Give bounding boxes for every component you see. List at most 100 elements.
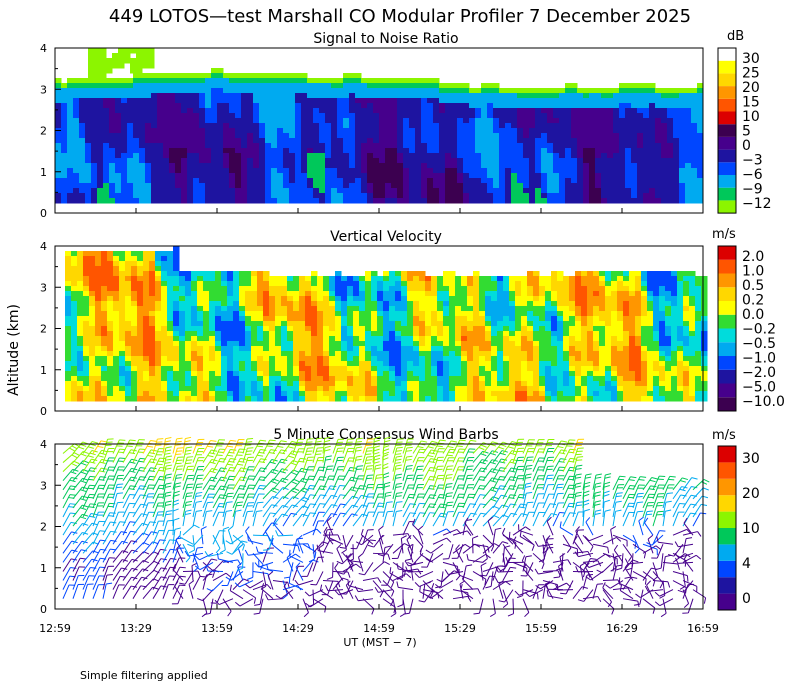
vv-cell: [527, 366, 534, 372]
snr-cell: [511, 103, 518, 109]
snr-cell: [589, 193, 596, 199]
vv-cell: [167, 376, 174, 382]
snr-cell: [241, 173, 248, 179]
snr-cell: [103, 93, 110, 99]
vv-cell: [377, 296, 384, 302]
snr-cell: [661, 178, 668, 184]
vv-cell: [317, 286, 324, 292]
snr-cell: [643, 113, 650, 119]
snr-cell: [481, 178, 488, 184]
snr-cell: [685, 98, 692, 104]
snr-cell: [181, 113, 188, 119]
vv-cell: [245, 316, 252, 322]
snr-cell: [157, 188, 164, 194]
vv-cell: [137, 261, 144, 267]
snr-cell: [679, 103, 686, 109]
snr-cell: [151, 183, 158, 189]
vv-cell: [179, 306, 186, 312]
snr-cell: [379, 153, 386, 159]
vv-cell: [317, 306, 324, 312]
snr-cell: [211, 133, 218, 139]
snr-cell: [415, 193, 422, 199]
snr-cell: [481, 108, 488, 114]
vv-cell: [317, 381, 324, 387]
snr-cell: [91, 103, 98, 109]
vv-cell: [461, 301, 468, 307]
vv-cell: [335, 341, 342, 347]
snr-cell: [133, 123, 140, 129]
snr-cell: [571, 88, 578, 94]
snr-cell: [67, 168, 74, 174]
snr-cell: [445, 93, 452, 99]
vv-cell: [113, 336, 120, 342]
snr-cell: [373, 78, 380, 84]
vv-cell: [455, 341, 462, 347]
vv-cell: [329, 306, 336, 312]
snr-cell: [307, 163, 314, 169]
snr-cell: [67, 148, 74, 154]
vv-cell: [335, 396, 342, 402]
snr-cell: [247, 73, 254, 79]
snr-cell: [505, 193, 512, 199]
snr-cell: [289, 168, 296, 174]
snr-cell: [127, 78, 134, 84]
vv-cell: [443, 331, 450, 337]
vv-cell: [311, 296, 318, 302]
snr-cell: [403, 138, 410, 144]
snr-cell: [331, 123, 338, 129]
snr-cell: [493, 163, 500, 169]
vv-cell: [245, 271, 252, 277]
vv-cell: [335, 316, 342, 322]
snr-cell: [379, 128, 386, 134]
snr-cell: [607, 93, 614, 99]
snr-cell: [313, 108, 320, 114]
snr-cell: [79, 143, 86, 149]
snr-cell: [169, 113, 176, 119]
snr-cell: [523, 118, 530, 124]
vv-cell: [341, 341, 348, 347]
snr-cell: [373, 93, 380, 99]
snr-cell: [415, 78, 422, 84]
vv-cell: [287, 291, 294, 297]
snr-cell: [469, 93, 476, 99]
vv-cell: [335, 346, 342, 352]
snr-cell: [265, 183, 272, 189]
vv-cell: [413, 306, 420, 312]
snr-cell: [79, 118, 86, 124]
vv-cell: [347, 301, 354, 307]
snr-cell: [493, 158, 500, 164]
snr-cell: [163, 143, 170, 149]
snr-cell: [547, 113, 554, 119]
snr-cell: [103, 113, 110, 119]
snr-cell: [241, 98, 248, 104]
vv-cell: [275, 361, 282, 367]
snr-cell: [205, 148, 212, 154]
vv-cell: [83, 351, 90, 357]
vv-cell: [431, 281, 438, 287]
snr-cell: [79, 78, 86, 84]
snr-cell: [229, 128, 236, 134]
snr-cell: [673, 108, 680, 114]
snr-cell: [451, 143, 458, 149]
vv-cell: [491, 281, 498, 287]
snr-cell: [685, 88, 692, 94]
snr-cell: [247, 123, 254, 129]
vv-cell: [479, 326, 486, 332]
vv-cell: [473, 291, 480, 297]
vv-cell: [95, 281, 102, 287]
snr-cell: [481, 118, 488, 124]
vv-cell: [353, 376, 360, 382]
vv-cell: [83, 391, 90, 397]
vv-cell: [83, 296, 90, 302]
snr-cell: [565, 138, 572, 144]
snr-cell: [505, 148, 512, 154]
snr-cell: [637, 103, 644, 109]
snr-cell: [217, 113, 224, 119]
snr-cell: [487, 98, 494, 104]
vv-cell: [149, 276, 156, 282]
vv-cell: [83, 276, 90, 282]
vv-cell: [221, 336, 228, 342]
vv-cell: [383, 396, 390, 402]
vv-cell: [203, 366, 210, 372]
snr-cell: [163, 183, 170, 189]
